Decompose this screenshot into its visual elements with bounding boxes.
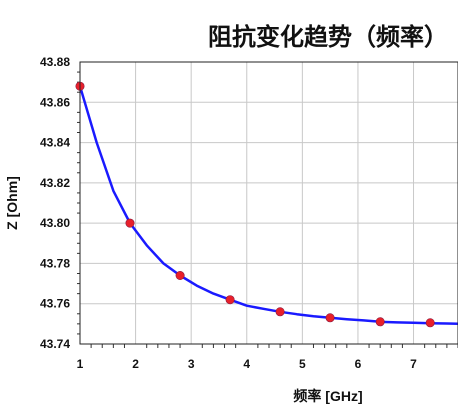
data-point [425,318,435,328]
chart-title: 阻抗变化趋势（频率） [208,22,448,51]
y-tick-label: 43.76 [40,297,70,311]
y-axis-label: Z [Ohm] [4,176,20,230]
series-layer [75,81,458,328]
data-point [275,307,285,317]
grid-lines [79,61,458,345]
x-tick-label: 4 [243,357,250,371]
x-tick-label: 1 [77,357,84,371]
data-point [375,317,385,327]
y-tick-label: 43.82 [40,176,70,190]
plot-frame [79,61,458,345]
axis-ticks: 43.74 43.76 43.78 43.80 43.82 43.84 43.86 43.88… [40,55,458,371]
series-line [78,85,458,325]
x-tick-label: 2 [132,357,139,371]
data-point [325,313,335,323]
x-tick-label: 7 [410,357,417,371]
data-point [175,270,185,280]
y-tick-label: 43.86 [40,95,70,109]
x-tick-label: 3 [188,357,195,371]
y-tick-label: 43.84 [40,136,70,150]
y-tick-label: 43.78 [40,256,70,270]
y-tick-label: 43.80 [40,216,70,230]
data-point [125,218,135,228]
y-tick-label: 43.88 [40,55,70,69]
y-tick-label: 43.74 [40,337,70,351]
x-axis-label: 频率 [GHz] [293,388,362,404]
data-point [225,295,235,305]
x-tick-label: 5 [299,357,306,371]
x-tick-label: 6 [355,357,362,371]
